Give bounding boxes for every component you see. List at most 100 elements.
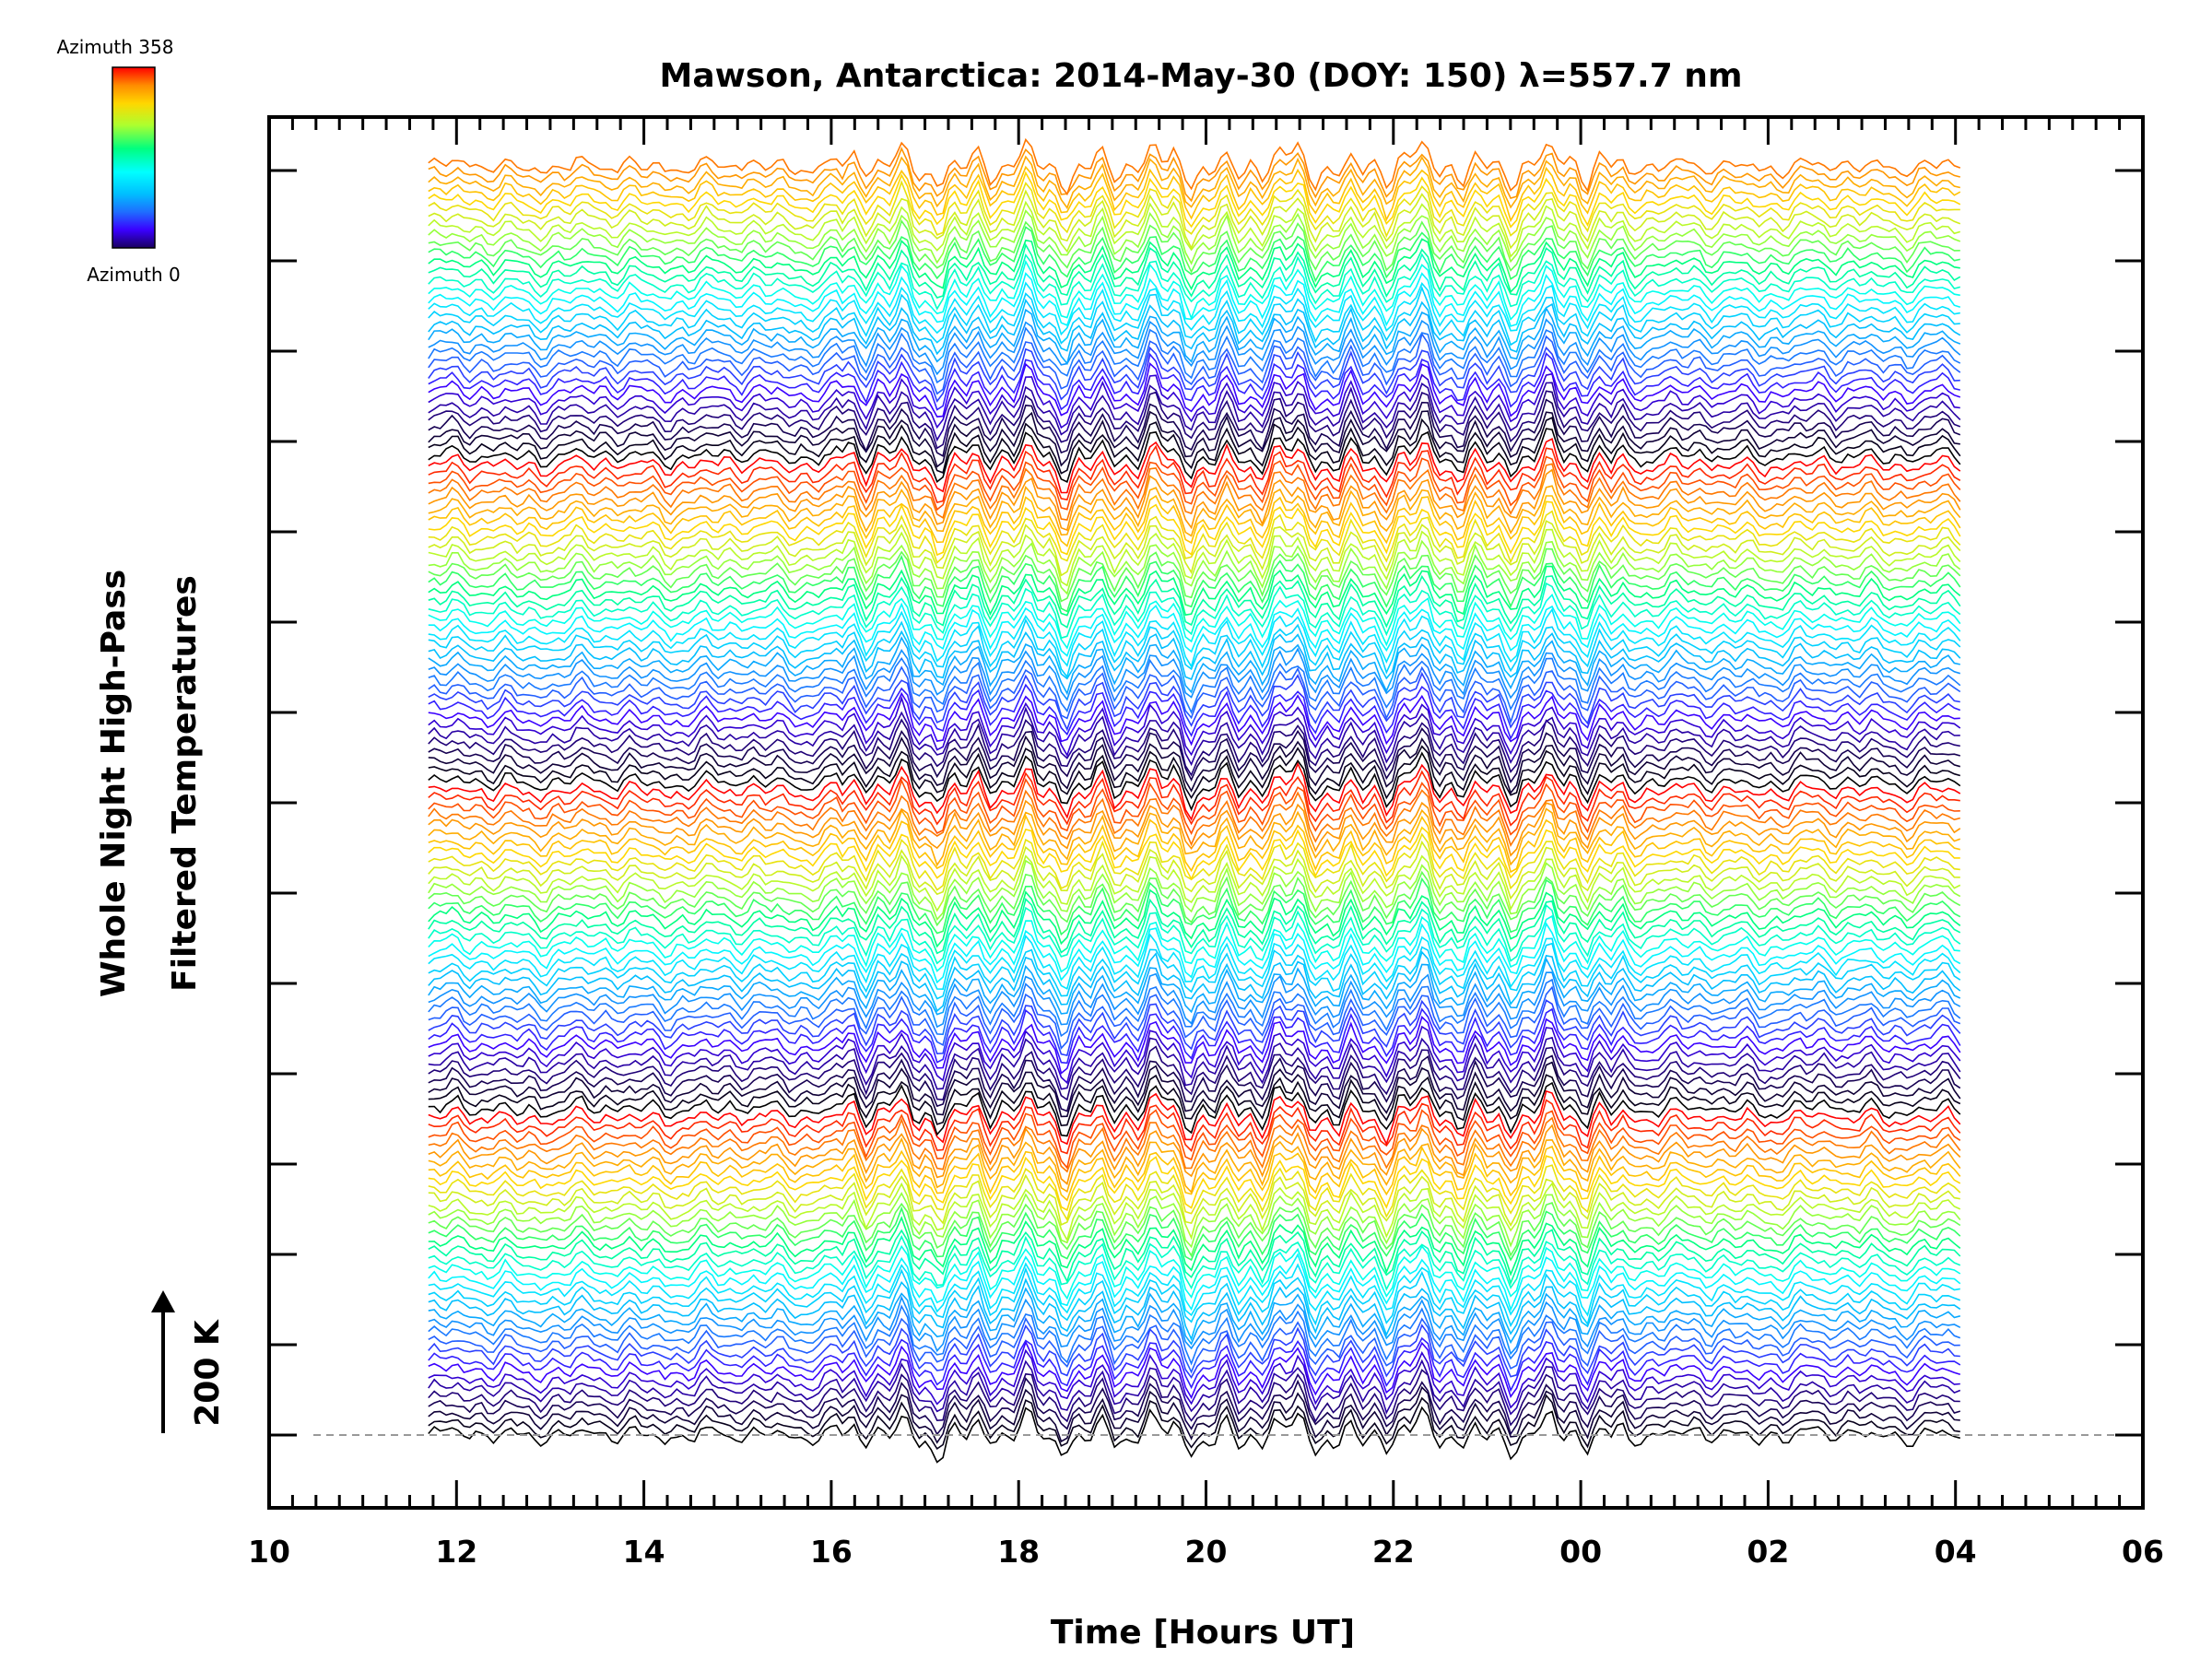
chart-title: Mawson, Antarctica: 2014-May-30 (DOY: 15… <box>660 57 1743 95</box>
trace-line <box>428 629 1961 681</box>
trace-line <box>428 510 1961 564</box>
trace-line <box>428 372 1960 429</box>
trace-line <box>428 826 1960 881</box>
trace-line <box>428 495 1961 547</box>
trace-line <box>428 226 1960 283</box>
trace-line <box>428 1377 1961 1436</box>
y-axis-label-line2: Filtered Temperatures <box>166 575 204 992</box>
trace-line <box>428 298 1961 356</box>
trace-line <box>428 1016 1961 1075</box>
trace-line <box>428 859 1961 922</box>
trace-line <box>428 853 1961 912</box>
trace-line <box>428 554 1961 613</box>
trace-line <box>428 888 1961 948</box>
colorbar-top-label: Azimuth 358 <box>57 36 174 58</box>
trace-line <box>428 706 1960 767</box>
x-tick-label: 14 <box>623 1534 665 1570</box>
trace-line <box>428 1234 1961 1291</box>
trace-line <box>428 1054 1961 1112</box>
trace-line <box>428 200 1961 258</box>
trace-line <box>428 1359 1961 1416</box>
trace-line <box>428 971 1961 1029</box>
trace-line <box>428 428 1961 484</box>
trace-line <box>428 1316 1960 1374</box>
trace-line <box>428 438 1961 494</box>
trace-line <box>428 1336 1961 1393</box>
trace-line <box>428 565 1961 617</box>
trace-line <box>428 1340 1961 1400</box>
trace-line <box>428 789 1961 847</box>
trace-line <box>428 656 1961 714</box>
trace-line <box>428 745 1961 800</box>
trace-line <box>428 1145 1961 1202</box>
trace-line <box>428 410 1960 468</box>
trace-line <box>428 1045 1961 1101</box>
trace-line <box>428 520 1961 577</box>
trace-line <box>428 718 1960 777</box>
trace-line <box>428 351 1960 411</box>
x-tick-label: 22 <box>1372 1534 1415 1570</box>
trace-line <box>428 272 1961 327</box>
trace-line <box>428 1164 1961 1222</box>
trace-line <box>428 242 1961 299</box>
trace-line <box>428 1406 1961 1464</box>
trace-line <box>428 398 1961 458</box>
trace-line <box>428 1324 1960 1379</box>
y-axis-label-line1: Whole Night High-Pass <box>95 570 133 997</box>
trace-line <box>428 957 1961 1016</box>
trace-line <box>428 361 1961 418</box>
trace-line <box>428 500 1961 557</box>
trace-line <box>428 593 1961 650</box>
trace-line <box>428 485 1961 537</box>
trace-line <box>428 1182 1961 1242</box>
scale-bar-label: 200 K <box>189 1319 227 1427</box>
scale-arrow-head <box>151 1290 175 1312</box>
trace-line <box>428 180 1960 239</box>
trace-line <box>428 691 1960 747</box>
trace-line <box>428 238 1960 294</box>
trace-line <box>428 665 1961 725</box>
trace-line <box>428 1036 1961 1090</box>
trace-line <box>428 346 1960 404</box>
trace-line <box>428 382 1961 442</box>
trace-line <box>428 683 1961 741</box>
x-tick-label: 18 <box>997 1534 1040 1570</box>
trace-line <box>428 219 1960 274</box>
trace-line <box>428 1109 1961 1170</box>
trace-line <box>428 602 1961 657</box>
trace-line <box>428 999 1961 1057</box>
trace-line <box>428 306 1961 366</box>
trace-line <box>428 1266 1961 1328</box>
trace-line <box>428 751 1961 812</box>
trace-line <box>428 1155 1961 1212</box>
trace-line <box>428 1348 1960 1409</box>
trace-line <box>428 1253 1961 1312</box>
x-axis-label: Time [Hours UT] <box>1051 1614 1355 1652</box>
trace-line <box>428 1385 1960 1444</box>
trace-line <box>428 1229 1961 1286</box>
x-tick-label: 04 <box>1935 1534 1977 1570</box>
trace-line <box>428 618 1961 679</box>
trace-line <box>428 1136 1961 1194</box>
ticks-group <box>267 117 2145 1508</box>
trace-line <box>428 574 1961 629</box>
colorbar-bottom-label: Azimuth 0 <box>87 264 181 286</box>
trace-line <box>428 978 1961 1038</box>
traces-group <box>428 137 1961 1464</box>
trace-line <box>428 807 1961 867</box>
trace-line <box>428 735 1961 794</box>
trace-line <box>428 914 1960 973</box>
trace-line <box>428 777 1960 836</box>
trace-line <box>428 259 1960 322</box>
trace-line <box>428 1173 1960 1228</box>
x-tick-labels: 10 12 14 16 18 20 22 00 02 04 06 <box>248 1534 2164 1570</box>
trace-line <box>428 1277 1961 1342</box>
trace-line <box>428 326 1961 384</box>
trace-line <box>428 903 1961 965</box>
trace-line <box>428 770 1960 827</box>
trace-line <box>428 1262 1960 1317</box>
trace-line <box>428 209 1961 265</box>
trace-line <box>428 877 1961 936</box>
trace-line <box>428 898 1961 955</box>
trace-line <box>428 1192 1961 1249</box>
